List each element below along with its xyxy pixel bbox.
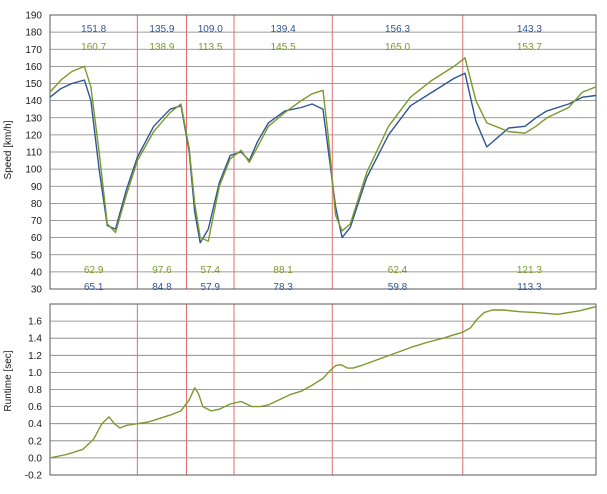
section-max-blue-label: 143.3: [517, 24, 542, 35]
y-tick-label: 180: [25, 28, 42, 39]
section-max-green-label: 160.7: [81, 42, 106, 53]
section-max-blue-label: 135.9: [149, 24, 174, 35]
runtime-ylabel: Runtime [sec]: [3, 350, 14, 411]
section-min-green-label: 62.4: [388, 265, 408, 276]
section-max-green-label: 145.5: [271, 42, 296, 53]
series-line-blue: [49, 72, 597, 244]
y-tick-label: 0.6: [28, 402, 42, 413]
plot-frame: [49, 14, 597, 290]
section-min-blue-label: 59.8: [388, 282, 408, 293]
y-tick-label: 80: [31, 199, 43, 210]
y-tick-label: 1.4: [28, 334, 42, 345]
section-min-green-label: 62.9: [84, 265, 104, 276]
section-min-blue-label: 113.3: [517, 282, 542, 293]
y-tick-label: 150: [25, 79, 42, 90]
y-tick-label: 140: [25, 96, 42, 107]
section-max-green-label: 113.5: [198, 42, 223, 53]
section-max-green-label: 138.9: [149, 42, 174, 53]
y-tick-label: 0.0: [28, 453, 42, 464]
y-tick-label: 190: [25, 11, 42, 22]
series-line-green: [49, 57, 597, 242]
section-max-blue-label: 156.3: [385, 24, 410, 35]
section-min-green-label: 88.1: [273, 265, 293, 276]
section-max-green-label: 165.0: [385, 42, 410, 53]
panel-runtime: -0.2 0.0 0.2 0.4 0.6 0.8 1.0 1.2 1.4 1.6: [25, 303, 597, 482]
y-tick-label: 160: [25, 62, 42, 73]
y-tick-label: 0.2: [28, 436, 42, 447]
plot-frame: [49, 303, 597, 476]
y-tick-label: 40: [31, 267, 43, 278]
y-tick-label: 60: [31, 233, 43, 244]
section-min-green-label: 57.4: [201, 265, 221, 276]
section-max-blue-label: 139.4: [271, 24, 296, 35]
y-tick-label: 50: [31, 250, 43, 261]
y-tick-label: 170: [25, 45, 42, 56]
section-max-green-label: 153.7: [517, 42, 542, 53]
y-tick-label: 1.6: [28, 317, 42, 328]
speed-ylabel: Speed [km/h]: [3, 120, 14, 179]
section-min-blue-label: 57.9: [201, 282, 221, 293]
y-tick-label: 100: [25, 165, 42, 176]
y-tick-label: 130: [25, 113, 42, 124]
y-tick-label: 1.0: [28, 368, 42, 379]
section-min-blue-label: 84.8: [152, 282, 172, 293]
panel-speed: 30 40 50 60 70 80 90 100 110 120 130 140 150 160 170 18…: [25, 11, 597, 296]
y-tick-label: 0.8: [28, 385, 42, 396]
y-tick-label: 1.2: [28, 351, 42, 362]
section-min-blue-label: 78.3: [273, 282, 293, 293]
section-max-blue-label: 151.8: [81, 24, 106, 35]
section-max-blue-label: 109.0: [198, 24, 223, 35]
section-min-green-label: 121.3: [517, 265, 542, 276]
y-tick-label: 70: [31, 216, 43, 227]
y-tick-label: 90: [31, 182, 43, 193]
y-tick-label: 30: [31, 285, 43, 296]
y-tick-label: 110: [26, 148, 42, 159]
section-min-green-label: 97.6: [152, 265, 172, 276]
section-min-blue-label: 65.1: [84, 282, 104, 293]
y-tick-label: 0.4: [28, 419, 42, 430]
y-tick-label: 120: [25, 130, 42, 141]
series-line-green: [49, 305, 597, 459]
y-tick-label: -0.2: [25, 471, 43, 482]
